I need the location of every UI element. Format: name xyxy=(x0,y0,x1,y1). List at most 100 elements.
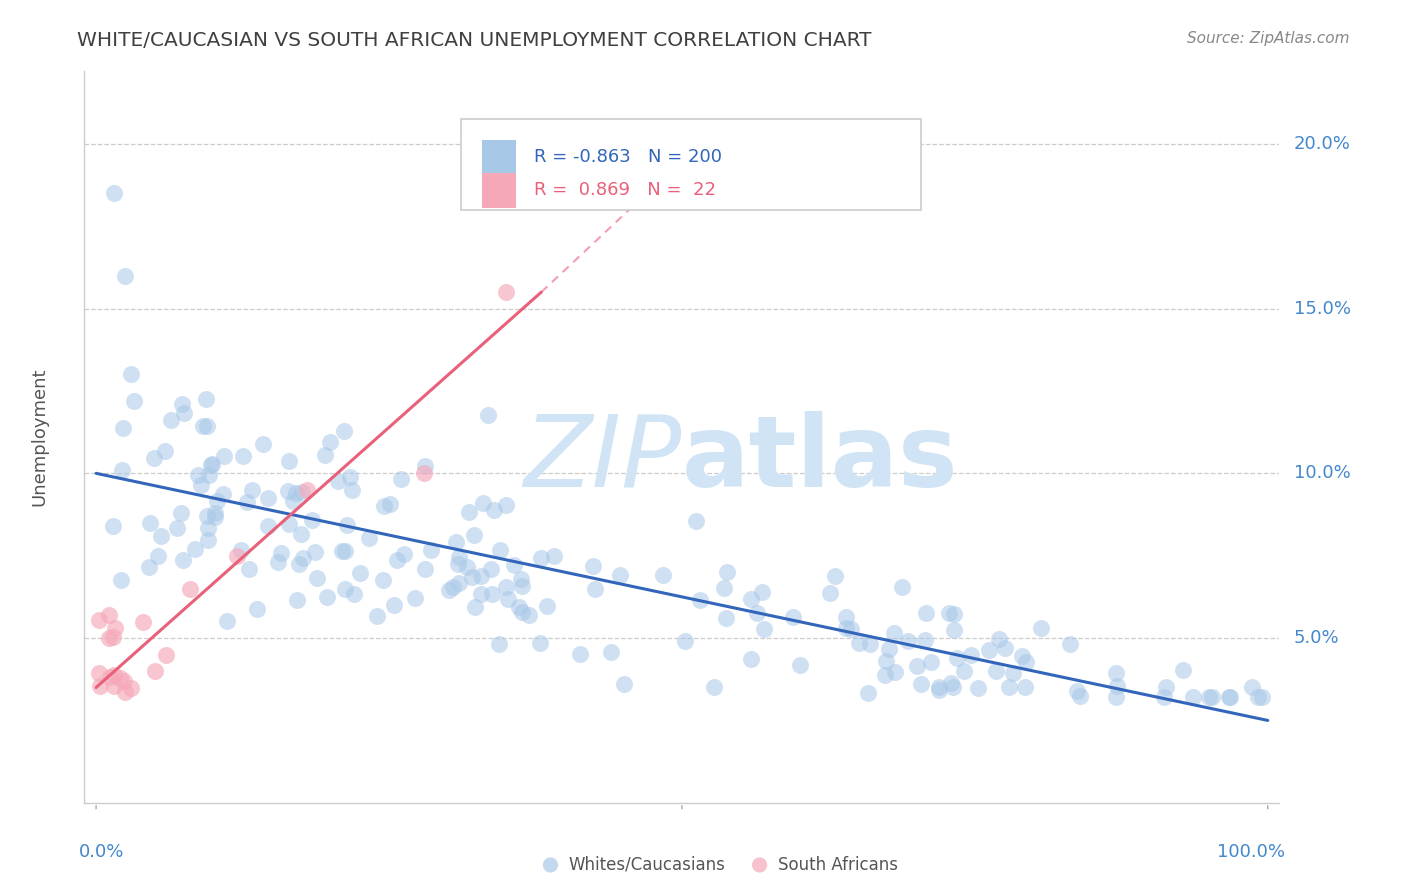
Point xyxy=(897,633,920,648)
Point xyxy=(120,681,142,695)
Point xyxy=(960,648,983,662)
Point xyxy=(673,634,696,648)
Point xyxy=(1011,648,1033,663)
Point xyxy=(114,268,136,283)
Text: 0.0%: 0.0% xyxy=(79,843,124,861)
Point xyxy=(304,545,326,559)
Point xyxy=(1002,666,1025,681)
Point xyxy=(277,484,299,499)
Point xyxy=(340,483,363,497)
Point xyxy=(938,606,960,620)
Point xyxy=(953,664,976,678)
Point xyxy=(447,550,470,565)
Point xyxy=(160,413,183,427)
Text: R =  0.869   N =  22: R = 0.869 N = 22 xyxy=(534,181,716,199)
Text: 5.0%: 5.0% xyxy=(1294,629,1340,647)
Point xyxy=(217,614,239,628)
Point xyxy=(316,590,339,604)
Point xyxy=(484,503,506,517)
Point xyxy=(155,648,177,662)
Point xyxy=(252,437,274,451)
Point xyxy=(267,555,290,569)
Point xyxy=(488,542,510,557)
Point xyxy=(1247,690,1270,705)
Point xyxy=(789,658,811,673)
Point xyxy=(441,580,464,594)
Point xyxy=(456,560,478,574)
Point xyxy=(543,549,565,563)
Point xyxy=(187,468,209,483)
Point xyxy=(277,454,299,468)
Point xyxy=(211,486,233,500)
Point xyxy=(984,664,1007,678)
Point xyxy=(966,681,988,696)
Point xyxy=(204,506,226,520)
Point xyxy=(529,636,551,650)
FancyBboxPatch shape xyxy=(482,173,516,208)
Point xyxy=(928,681,950,695)
Point xyxy=(138,560,160,574)
Point xyxy=(173,405,195,419)
Point xyxy=(457,504,479,518)
Point xyxy=(184,542,207,557)
Point xyxy=(197,521,219,535)
Point xyxy=(200,458,222,472)
Point xyxy=(859,637,882,651)
Point xyxy=(330,544,353,558)
Point xyxy=(877,641,900,656)
Point xyxy=(240,483,263,497)
Point xyxy=(328,475,350,489)
Point xyxy=(875,667,897,681)
Point xyxy=(530,551,553,566)
Point xyxy=(108,671,131,685)
Point xyxy=(343,587,366,601)
Point xyxy=(463,528,485,542)
Point xyxy=(1181,690,1204,705)
Point xyxy=(502,558,524,573)
Point xyxy=(190,478,212,492)
Text: R = -0.863   N = 200: R = -0.863 N = 200 xyxy=(534,148,721,166)
Point xyxy=(307,571,329,585)
Point xyxy=(651,568,673,582)
Point xyxy=(112,673,135,688)
Point xyxy=(103,679,125,693)
Point xyxy=(751,584,773,599)
Point xyxy=(824,569,846,583)
Point xyxy=(111,463,134,477)
Point xyxy=(920,656,942,670)
Point xyxy=(495,285,517,299)
Point xyxy=(170,506,193,520)
Point xyxy=(512,605,534,619)
Point xyxy=(752,622,775,636)
Point xyxy=(150,529,173,543)
Point xyxy=(1014,681,1036,695)
Point xyxy=(225,549,247,563)
Text: Source: ZipAtlas.com: Source: ZipAtlas.com xyxy=(1187,31,1350,46)
Point xyxy=(536,599,558,614)
Point xyxy=(942,681,965,695)
Point xyxy=(232,449,254,463)
Point xyxy=(404,591,426,605)
Text: Unemployment: Unemployment xyxy=(30,368,48,507)
Point xyxy=(179,582,201,596)
Point xyxy=(114,685,136,699)
Point xyxy=(471,496,494,510)
Point xyxy=(98,670,121,684)
Point xyxy=(238,562,260,576)
Point xyxy=(444,535,467,549)
Point xyxy=(139,516,162,531)
Text: 10.0%: 10.0% xyxy=(1294,465,1351,483)
Point xyxy=(283,494,305,508)
Point xyxy=(413,467,436,481)
Point xyxy=(689,592,711,607)
FancyBboxPatch shape xyxy=(461,119,921,211)
Point xyxy=(977,642,1000,657)
Point xyxy=(204,510,226,524)
Point xyxy=(278,517,301,532)
Point xyxy=(314,448,336,462)
Point xyxy=(498,591,520,606)
Point xyxy=(103,667,125,681)
Point xyxy=(740,591,762,606)
Point xyxy=(195,508,218,523)
Point xyxy=(229,543,252,558)
